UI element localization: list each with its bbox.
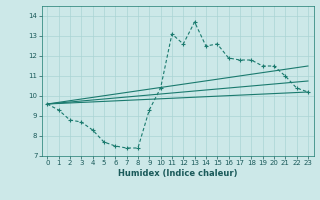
X-axis label: Humidex (Indice chaleur): Humidex (Indice chaleur)	[118, 169, 237, 178]
